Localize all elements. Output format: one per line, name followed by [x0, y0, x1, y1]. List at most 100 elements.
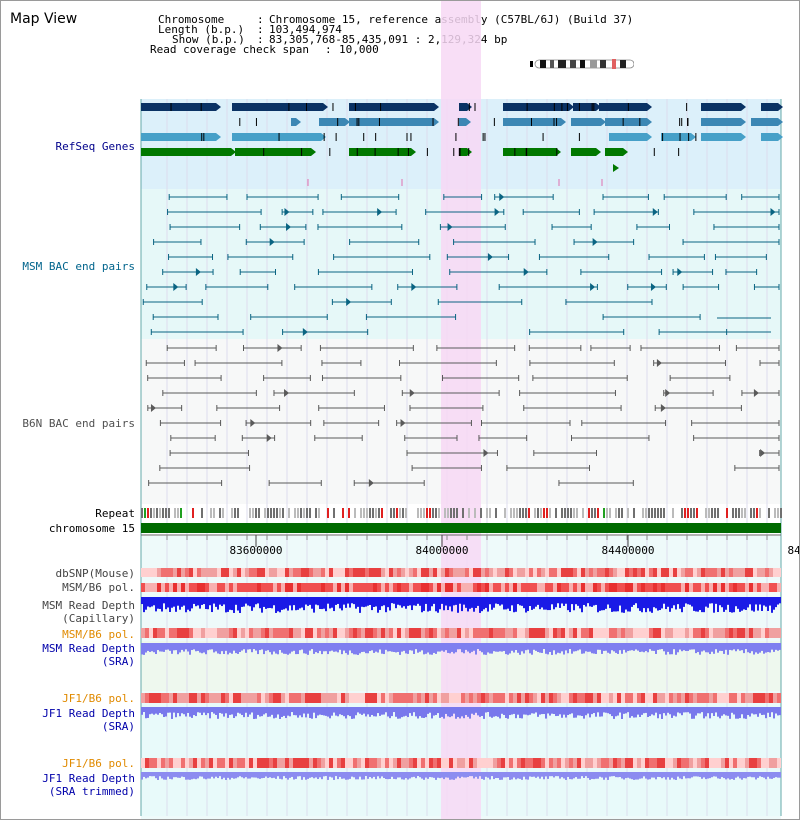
depth-bar [301, 597, 303, 608]
gene-arrow [623, 148, 628, 156]
bac-arrow [760, 449, 766, 457]
bac-arrow [483, 449, 489, 457]
depth-bar [657, 707, 659, 719]
depth-bar [269, 643, 271, 653]
depth-bar [389, 707, 391, 719]
depth-bar [507, 597, 509, 609]
track-label-msm-b6-pol[interactable]: MSM/B6 pol. [62, 581, 135, 594]
heat-cell [149, 758, 153, 768]
depth-bar [585, 643, 587, 652]
depth-bar [345, 772, 347, 780]
depth-bar [543, 643, 545, 650]
track-label-refseq[interactable]: RefSeq Genes [55, 140, 135, 153]
depth-bar [341, 597, 343, 611]
depth-bar [285, 772, 287, 779]
heat-cell [525, 693, 529, 703]
heat-cell [701, 693, 705, 703]
depth-bar [679, 643, 681, 650]
depth-bar [431, 643, 433, 655]
heat-cell [441, 568, 445, 577]
track-label-jf1-b6-pol-2[interactable]: JF1/B6 pol. [62, 757, 135, 770]
depth-bar [711, 597, 713, 604]
heat-cell [329, 693, 333, 703]
repeat-element [546, 508, 548, 518]
heat-cell [701, 568, 705, 577]
depth-bar [747, 597, 749, 608]
depth-bar [437, 597, 439, 613]
depth-bar [367, 643, 369, 654]
depth-bar [155, 707, 157, 714]
depth-bar [185, 597, 187, 613]
depth-bar [703, 597, 705, 613]
heat-cell [741, 758, 745, 768]
heat-cell [441, 628, 445, 638]
depth-bar [521, 597, 523, 606]
heat-cell [753, 693, 757, 703]
heat-cell [713, 583, 717, 592]
depth-bar [467, 707, 469, 717]
heat-cell [493, 583, 497, 592]
track-label-jf1-read-depth-sra[interactable]: JF1 Read Depth [42, 707, 135, 720]
depth-bar [173, 597, 175, 607]
depth-bar [679, 772, 681, 779]
track-label-msm-b6-pol-sra[interactable]: MSM/B6 pol. [62, 628, 135, 641]
depth-bar [411, 597, 413, 611]
depth-bar [711, 643, 713, 652]
heat-cell [637, 628, 641, 638]
heat-cell [481, 568, 485, 577]
depth-bar [217, 772, 219, 779]
heat-cell [581, 628, 585, 638]
heat-cell [281, 693, 285, 703]
depth-bar [395, 772, 397, 780]
track-label-jf1-read-depth-trim[interactable]: JF1 Read Depth [42, 772, 135, 785]
depth-bar [209, 707, 211, 719]
depth-bar [721, 597, 723, 608]
track-label-msm-read-depth-cap[interactable]: MSM Read Depth [42, 599, 135, 612]
depth-bar [639, 643, 641, 653]
bac-arrow [650, 283, 656, 291]
depth-bar [329, 597, 331, 609]
heat-cell [677, 583, 681, 592]
depth-bar [503, 643, 505, 652]
depth-bar [639, 597, 641, 611]
depth-bar [323, 643, 325, 652]
depth-bar [715, 643, 717, 650]
depth-bar [597, 643, 599, 650]
gene-feature [701, 103, 741, 111]
depth-bar [259, 597, 261, 609]
heat-cell [545, 568, 549, 577]
heat-cell [201, 758, 205, 768]
depth-bar [383, 597, 385, 606]
repeat-element [561, 508, 563, 518]
heat-cell [393, 758, 397, 768]
repeat-element [348, 508, 350, 518]
depth-bar [663, 707, 665, 714]
depth-bar [747, 707, 749, 715]
heat-cell [497, 758, 501, 768]
depth-bar [197, 707, 199, 713]
depth-bar [731, 707, 733, 713]
heat-cell [265, 583, 269, 592]
track-label-dbsnp[interactable]: dbSNP(Mouse) [55, 567, 135, 580]
depth-bar [745, 707, 747, 719]
depth-bar [347, 772, 349, 780]
track-label-jf1-b6-pol[interactable]: JF1/B6 pol. [62, 692, 135, 705]
depth-bar [713, 597, 715, 613]
repeat-element [708, 508, 710, 518]
heat-cell [361, 568, 365, 577]
track-label-msm-read-depth-sra[interactable]: MSM Read Depth [42, 642, 135, 655]
depth-bar [381, 772, 383, 777]
track-label-repeat[interactable]: Repeat [95, 507, 135, 520]
depth-bar [295, 772, 297, 779]
track-label-b6n-bac[interactable]: B6N BAC end pairs [22, 417, 135, 430]
repeat-element [375, 508, 377, 518]
gene-arrow [323, 103, 328, 111]
depth-bar [741, 643, 743, 651]
depth-bar [479, 643, 481, 651]
track-label-msm-bac[interactable]: MSM BAC end pairs [22, 260, 135, 273]
heat-cell [197, 583, 201, 592]
heat-cell [289, 583, 293, 592]
heat-cell [329, 758, 333, 768]
repeat-element [402, 508, 404, 518]
